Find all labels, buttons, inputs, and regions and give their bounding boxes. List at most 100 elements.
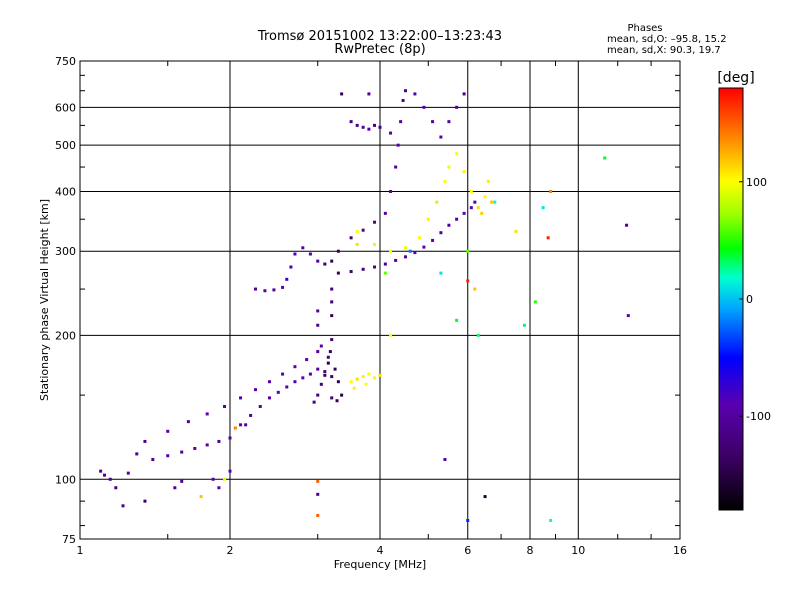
data-point xyxy=(476,333,480,337)
stats-o-line: mean, sd,O: –95.8, 15.2 xyxy=(607,34,727,45)
x-tick-label: 4 xyxy=(377,544,384,557)
data-point xyxy=(466,279,470,283)
x-axis-label: Frequency [MHz] xyxy=(334,558,426,571)
data-point xyxy=(355,123,359,127)
stats-x-line: mean, sd,X: 90.3, 19.7 xyxy=(607,45,721,56)
data-point xyxy=(285,385,289,389)
data-point xyxy=(367,127,371,131)
data-point xyxy=(328,350,332,354)
data-point xyxy=(462,92,466,96)
data-point xyxy=(361,125,365,129)
data-point xyxy=(166,454,170,458)
data-point xyxy=(473,287,477,291)
data-point xyxy=(340,92,344,96)
data-point xyxy=(462,211,466,215)
data-point xyxy=(469,206,473,210)
data-point xyxy=(401,99,405,103)
data-point xyxy=(228,436,232,440)
data-point xyxy=(267,380,271,384)
data-point xyxy=(330,338,334,342)
data-point xyxy=(455,152,459,156)
x-tick-label: 2 xyxy=(227,544,234,557)
data-point xyxy=(483,495,487,499)
data-point xyxy=(389,249,393,253)
data-point xyxy=(447,223,451,227)
data-point xyxy=(239,396,243,400)
data-point xyxy=(253,388,257,392)
colorbar-ticks: 100 0 -100 xyxy=(739,176,771,423)
data-point xyxy=(431,120,435,124)
data-point xyxy=(373,220,377,224)
data-point xyxy=(480,211,484,215)
data-point xyxy=(389,131,393,135)
data-point xyxy=(253,287,257,291)
data-point xyxy=(316,309,320,313)
data-point xyxy=(267,396,271,400)
data-point xyxy=(99,469,103,473)
data-point xyxy=(473,200,477,204)
x-tick-label: 1 xyxy=(77,544,84,557)
data-point xyxy=(403,89,407,93)
data-point xyxy=(373,265,377,269)
y-tick-label: 300 xyxy=(55,245,76,258)
data-point xyxy=(373,242,377,246)
data-point xyxy=(493,200,497,204)
data-point xyxy=(285,277,289,281)
data-point xyxy=(330,259,334,263)
data-point xyxy=(211,477,215,481)
data-point xyxy=(431,238,435,242)
data-point xyxy=(319,344,323,348)
data-point xyxy=(383,262,387,266)
data-point xyxy=(486,179,490,183)
data-point xyxy=(439,135,443,139)
data-point xyxy=(546,236,550,240)
x-tick-label: 10 xyxy=(571,544,585,557)
data-point xyxy=(326,355,330,359)
data-point xyxy=(263,289,267,293)
data-point xyxy=(301,376,305,380)
y-axis-label: Stationary phase Virtual Height [km] xyxy=(38,199,51,401)
data-point xyxy=(316,323,320,327)
data-point xyxy=(316,259,320,263)
data-point xyxy=(330,287,334,291)
data-point xyxy=(205,443,209,447)
data-point xyxy=(293,365,297,369)
data-point xyxy=(308,372,312,376)
colorbar-label: [deg] xyxy=(717,70,754,86)
data-point xyxy=(276,390,280,394)
data-point xyxy=(349,270,353,274)
y-axis-ticks: 75 100 200 300 400 500 600 750 xyxy=(55,55,680,546)
data-point xyxy=(549,518,553,522)
data-point xyxy=(217,439,221,443)
colorbar-tick-label: -100 xyxy=(746,410,771,423)
data-point xyxy=(281,285,285,289)
y-tick-label: 75 xyxy=(62,533,76,546)
data-points xyxy=(99,89,630,522)
data-point xyxy=(308,252,312,256)
data-point xyxy=(533,300,537,304)
data-point xyxy=(233,426,237,430)
data-point xyxy=(316,393,320,397)
x-tick-label: 8 xyxy=(527,544,534,557)
data-point xyxy=(455,105,459,109)
data-point xyxy=(490,200,494,204)
data-point xyxy=(462,170,466,174)
data-point xyxy=(143,499,147,503)
data-point xyxy=(394,165,398,169)
data-point xyxy=(383,271,387,275)
data-point xyxy=(396,143,400,147)
y-tick-label: 200 xyxy=(55,329,76,342)
data-point xyxy=(422,245,426,249)
data-point xyxy=(443,457,447,461)
x-axis-ticks: 1 2 4 6 8 10 16 xyxy=(77,61,687,557)
data-point xyxy=(426,217,430,221)
data-point xyxy=(349,120,353,124)
data-point xyxy=(352,386,356,390)
data-point xyxy=(626,314,630,318)
chart-title-line1: Tromsø 20151002 13:22:00–13:23:43 xyxy=(257,29,502,44)
data-point xyxy=(549,189,553,193)
data-point xyxy=(378,125,382,129)
data-point xyxy=(199,495,203,499)
